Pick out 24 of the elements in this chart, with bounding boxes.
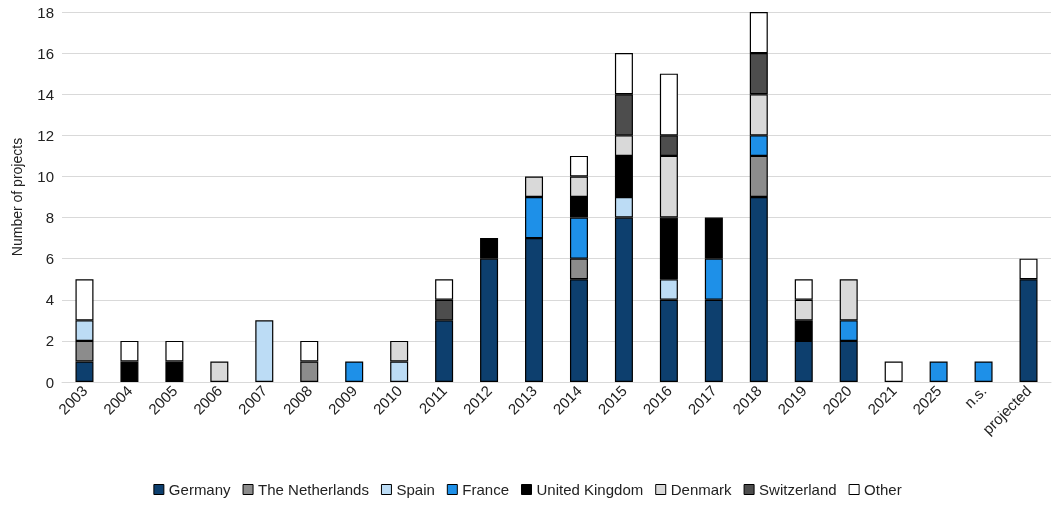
bar [345,361,364,382]
y-tick-label: 10 [37,167,54,185]
y-axis-title: Number of projects [9,137,25,257]
y-tick-label: 0 [45,373,54,391]
legend-label: Spain [396,481,435,498]
legend-label: Switzerland [759,481,837,498]
y-tick-label: 16 [37,44,54,62]
y-tick-label: 2 [45,332,54,350]
bar [255,320,274,382]
y-tick-label: 12 [37,126,54,144]
legend-label: United Kingdom [536,481,644,498]
y-tick-label: 4 [45,291,54,309]
y-tick-label: 14 [37,85,54,103]
bar [974,361,993,382]
legend-label: Denmark [670,481,733,498]
y-tick-label: 8 [45,209,54,227]
legend-label: France [462,481,509,498]
bar [929,361,948,382]
y-tick-label: 6 [45,250,54,268]
legend-label: Germany [168,481,232,498]
y-tick-label: 18 [37,3,54,21]
legend-label: The Netherlands [258,481,369,498]
bar [884,361,903,382]
legend-label: Other [864,481,902,498]
